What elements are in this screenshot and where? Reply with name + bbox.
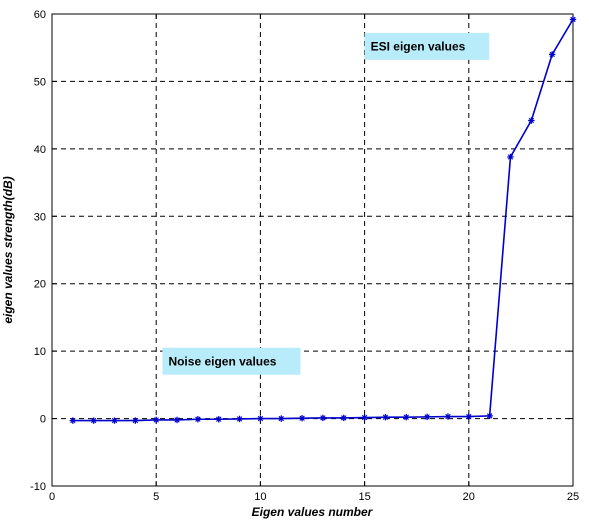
data-point [340, 414, 347, 422]
x-tick-label: 15 [358, 491, 370, 503]
data-point [132, 417, 139, 424]
data-point [382, 414, 389, 421]
data-point [90, 417, 97, 424]
y-tick-label: 50 [34, 76, 46, 88]
data-point [403, 414, 410, 421]
y-tick-label: 0 [40, 414, 46, 426]
data-point [465, 413, 472, 420]
y-axis-label: eigen values strength(dB) [1, 176, 15, 323]
data-point [236, 415, 243, 423]
grid-lines [52, 14, 573, 486]
x-axis-label: Eigen values number [252, 505, 374, 519]
x-tick-label: 20 [463, 491, 475, 503]
data-point [111, 417, 118, 424]
data-point [486, 412, 493, 420]
y-tick-label: 10 [34, 346, 46, 358]
x-tick-label: 5 [153, 491, 159, 503]
plot-frame [51, 13, 574, 487]
annotation-label: ESI eigen values [371, 39, 466, 53]
data-point [153, 416, 160, 424]
data-point [423, 413, 431, 421]
annotations: ESI eigen values Noise eigen values [162, 32, 490, 375]
data-point [257, 415, 264, 422]
y-tick-label: 40 [34, 144, 46, 156]
data-point [548, 51, 556, 58]
data-point [528, 117, 535, 124]
data-point [298, 415, 306, 422]
x-tick-label: 25 [567, 491, 579, 503]
annotation-label: Noise eigen values [168, 354, 276, 368]
annotation-background [364, 32, 490, 60]
y-tick-label: 30 [34, 211, 46, 223]
data-series [69, 16, 577, 424]
y-tick-label: -10 [30, 481, 46, 493]
x-tick-label: 0 [49, 491, 55, 503]
data-point [319, 414, 327, 422]
annotation-box: ESI eigen values [364, 32, 490, 60]
data-point [361, 414, 368, 421]
data-point [507, 153, 514, 161]
data-point [444, 413, 452, 420]
data-point [173, 416, 181, 424]
annotation-box: Noise eigen values [162, 347, 301, 375]
x-tick-label: 10 [254, 491, 266, 503]
series-line [72, 18, 574, 422]
data-point [569, 16, 577, 23]
data-point [194, 416, 202, 423]
y-tick-label: 20 [34, 279, 46, 291]
data-point [278, 415, 285, 422]
data-point [69, 417, 77, 424]
annotation-background [162, 347, 301, 375]
y-tick-label: 60 [34, 9, 46, 21]
data-point [215, 416, 222, 423]
